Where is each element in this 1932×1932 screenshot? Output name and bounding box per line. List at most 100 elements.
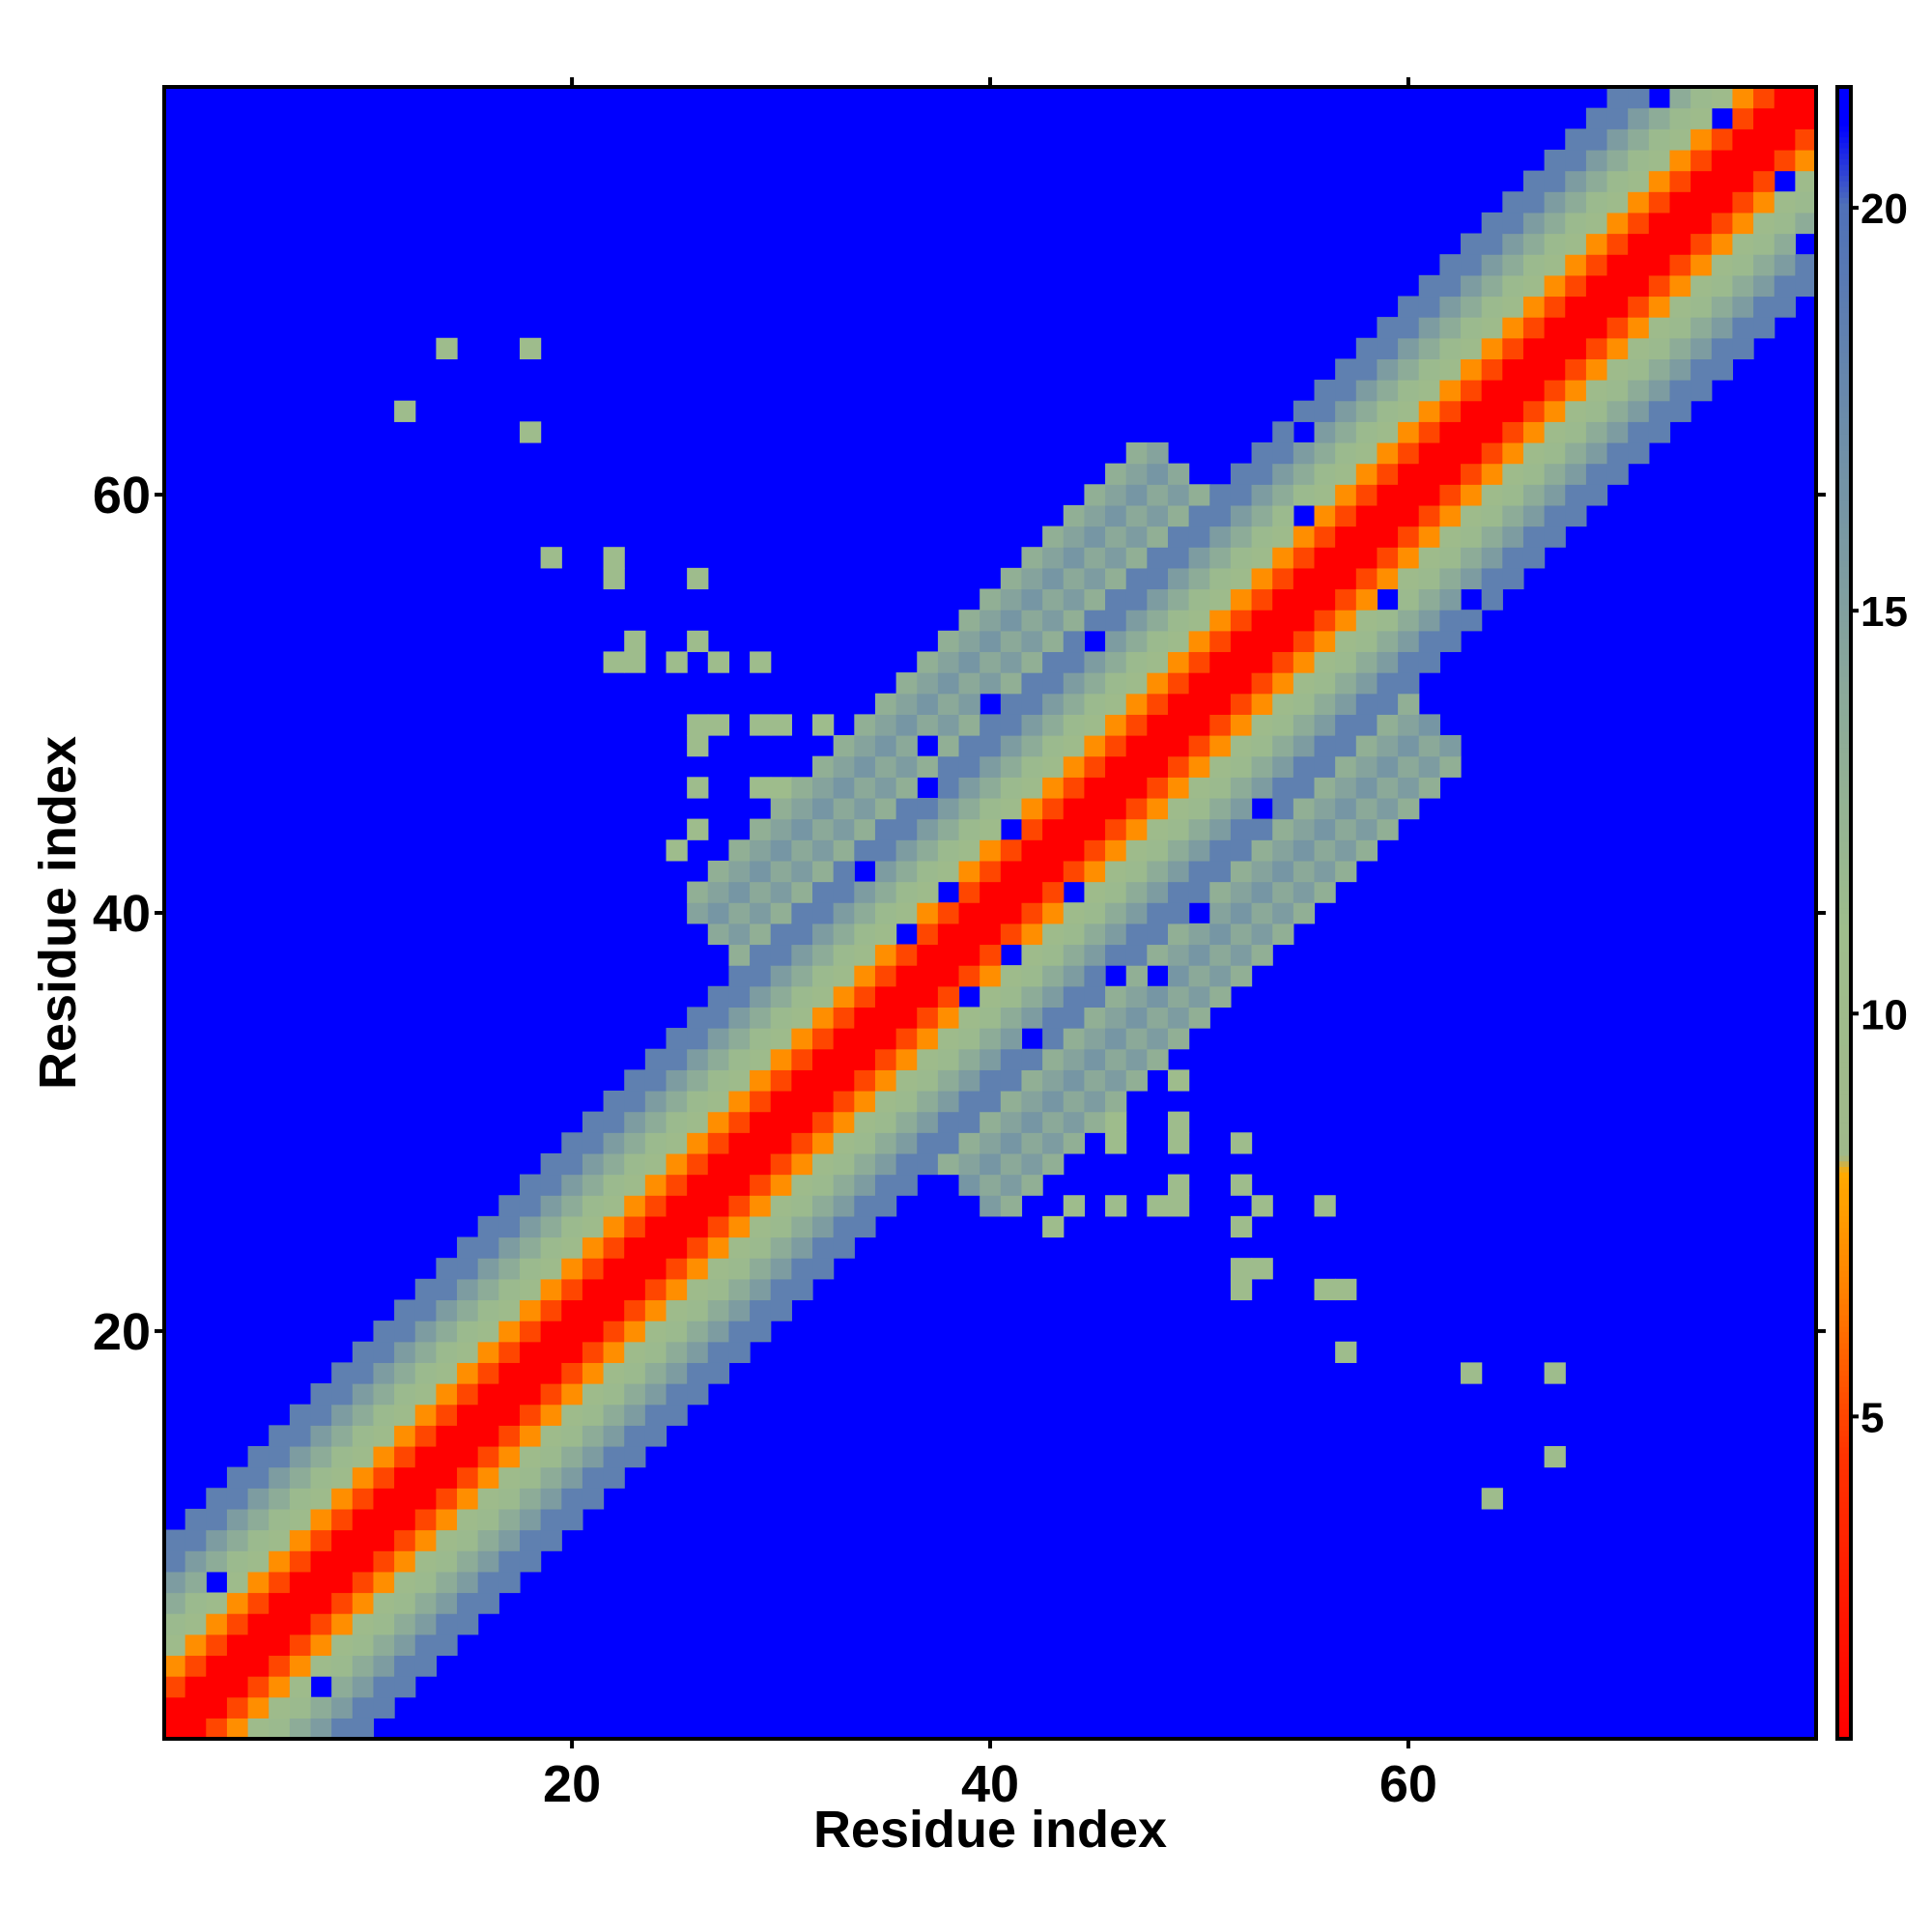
colorbar-segment [1837,1413,1851,1421]
heatmap-cell [917,985,939,1009]
heatmap-cell [1502,441,1524,465]
heatmap-cell [1544,212,1566,235]
heatmap-cell [414,1529,437,1551]
heatmap-cell [666,1236,688,1259]
heatmap-cell [666,839,688,862]
heatmap-cells [164,87,1817,1740]
heatmap-cell [1565,149,1587,172]
heatmap-cell [1084,504,1106,527]
heatmap-cell [1063,944,1086,966]
heatmap-cell [728,839,751,862]
heatmap-cell [791,923,813,946]
colorbar-segment [1837,697,1851,705]
heatmap-cell [1335,358,1357,381]
heatmap-cell [666,1132,688,1154]
colorbar-segment [1837,1397,1851,1405]
heatmap-cell [1125,965,1148,987]
heatmap-cell [414,1299,437,1321]
heatmap-cell [540,1529,562,1551]
heatmap-cell [1669,358,1691,381]
heatmap-cell [1105,1028,1127,1050]
heatmap-cell [874,777,897,799]
heatmap-cell [917,860,939,883]
colorbar-segment [1837,1617,1851,1625]
heatmap-cell [1377,441,1399,465]
heatmap-cell [750,1258,772,1280]
heatmap-cell [414,1488,437,1510]
heatmap-cell [980,735,1002,757]
heatmap-cell [1606,233,1629,255]
heatmap-cell [1125,588,1148,611]
colorbar-segment [1837,180,1851,187]
heatmap-cell [436,1613,458,1635]
heatmap-cell [1544,504,1566,527]
heatmap-cell [164,1529,186,1551]
colorbar-segment [1837,1519,1851,1525]
heatmap-cell [1230,944,1253,966]
colorbar-segment [1837,753,1851,760]
heatmap-cell [750,902,772,924]
heatmap-cell [1481,484,1503,506]
heatmap-cell [1251,860,1273,883]
heatmap-cell [1355,797,1378,820]
heatmap-cell [436,1550,458,1573]
heatmap-cell [644,1278,668,1301]
heatmap-cell [1293,630,1316,653]
heatmap-cell [1335,380,1357,402]
heatmap-cell [164,1696,186,1719]
heatmap-cell [644,1236,668,1259]
heatmap-cell [1251,1195,1273,1217]
heatmap-cell [937,714,960,736]
heatmap-cell [1481,526,1503,548]
colorbar-segment [1837,1408,1851,1415]
heatmap-cell [352,1676,375,1698]
heatmap-cell [603,1258,625,1280]
heatmap-cell [310,1550,332,1573]
heatmap-cell [206,1488,228,1510]
heatmap-cell [874,839,897,862]
colorbar-segment [1837,345,1851,353]
heatmap-cell [1522,441,1546,465]
heatmap-cell [1732,317,1754,339]
heatmap-cell [1147,484,1169,506]
heatmap-cell [1063,818,1086,840]
heatmap-cell [833,985,855,1009]
colorbar-segment [1837,1264,1851,1272]
heatmap-cell [436,1466,458,1489]
heatmap-cell [874,797,897,820]
heatmap-cell [1502,296,1524,318]
heatmap-cell [1042,1069,1065,1092]
heatmap-cell [791,1195,813,1217]
heatmap-cell [854,965,876,987]
heatmap-cell [457,1383,479,1406]
heatmap-cell [1063,1195,1086,1217]
heatmap-cell [770,1111,792,1133]
heatmap-cell [373,1508,395,1531]
heatmap-cell [1272,714,1294,736]
heatmap-cell [770,1258,792,1280]
heatmap-cell [980,588,1002,611]
heatmap-cell [1272,484,1294,506]
colorbar-segment [1837,913,1851,920]
heatmap-cell [1398,526,1420,548]
colorbar-segment [1837,1717,1851,1723]
heatmap-cell [164,1655,186,1677]
colorbar-segment [1837,191,1851,198]
heatmap-cell [352,1571,375,1594]
colorbar-segment [1837,1303,1851,1311]
heatmap-cell [269,1592,291,1614]
heatmap-cell [1628,170,1650,192]
heatmap-cell [1439,567,1462,590]
heatmap-cell [1377,672,1399,695]
heatmap-cell [1461,296,1483,318]
heatmap-cell [1209,484,1232,506]
heatmap-cell [1105,902,1127,924]
heatmap-cell [1272,526,1294,548]
heatmap-cell [854,881,876,903]
heatmap-cell [1355,735,1378,757]
colorbar-segment [1837,1122,1851,1129]
colorbar-segment [1837,956,1851,964]
heatmap-cell [1209,923,1232,946]
colorbar-segment [1837,1425,1851,1432]
